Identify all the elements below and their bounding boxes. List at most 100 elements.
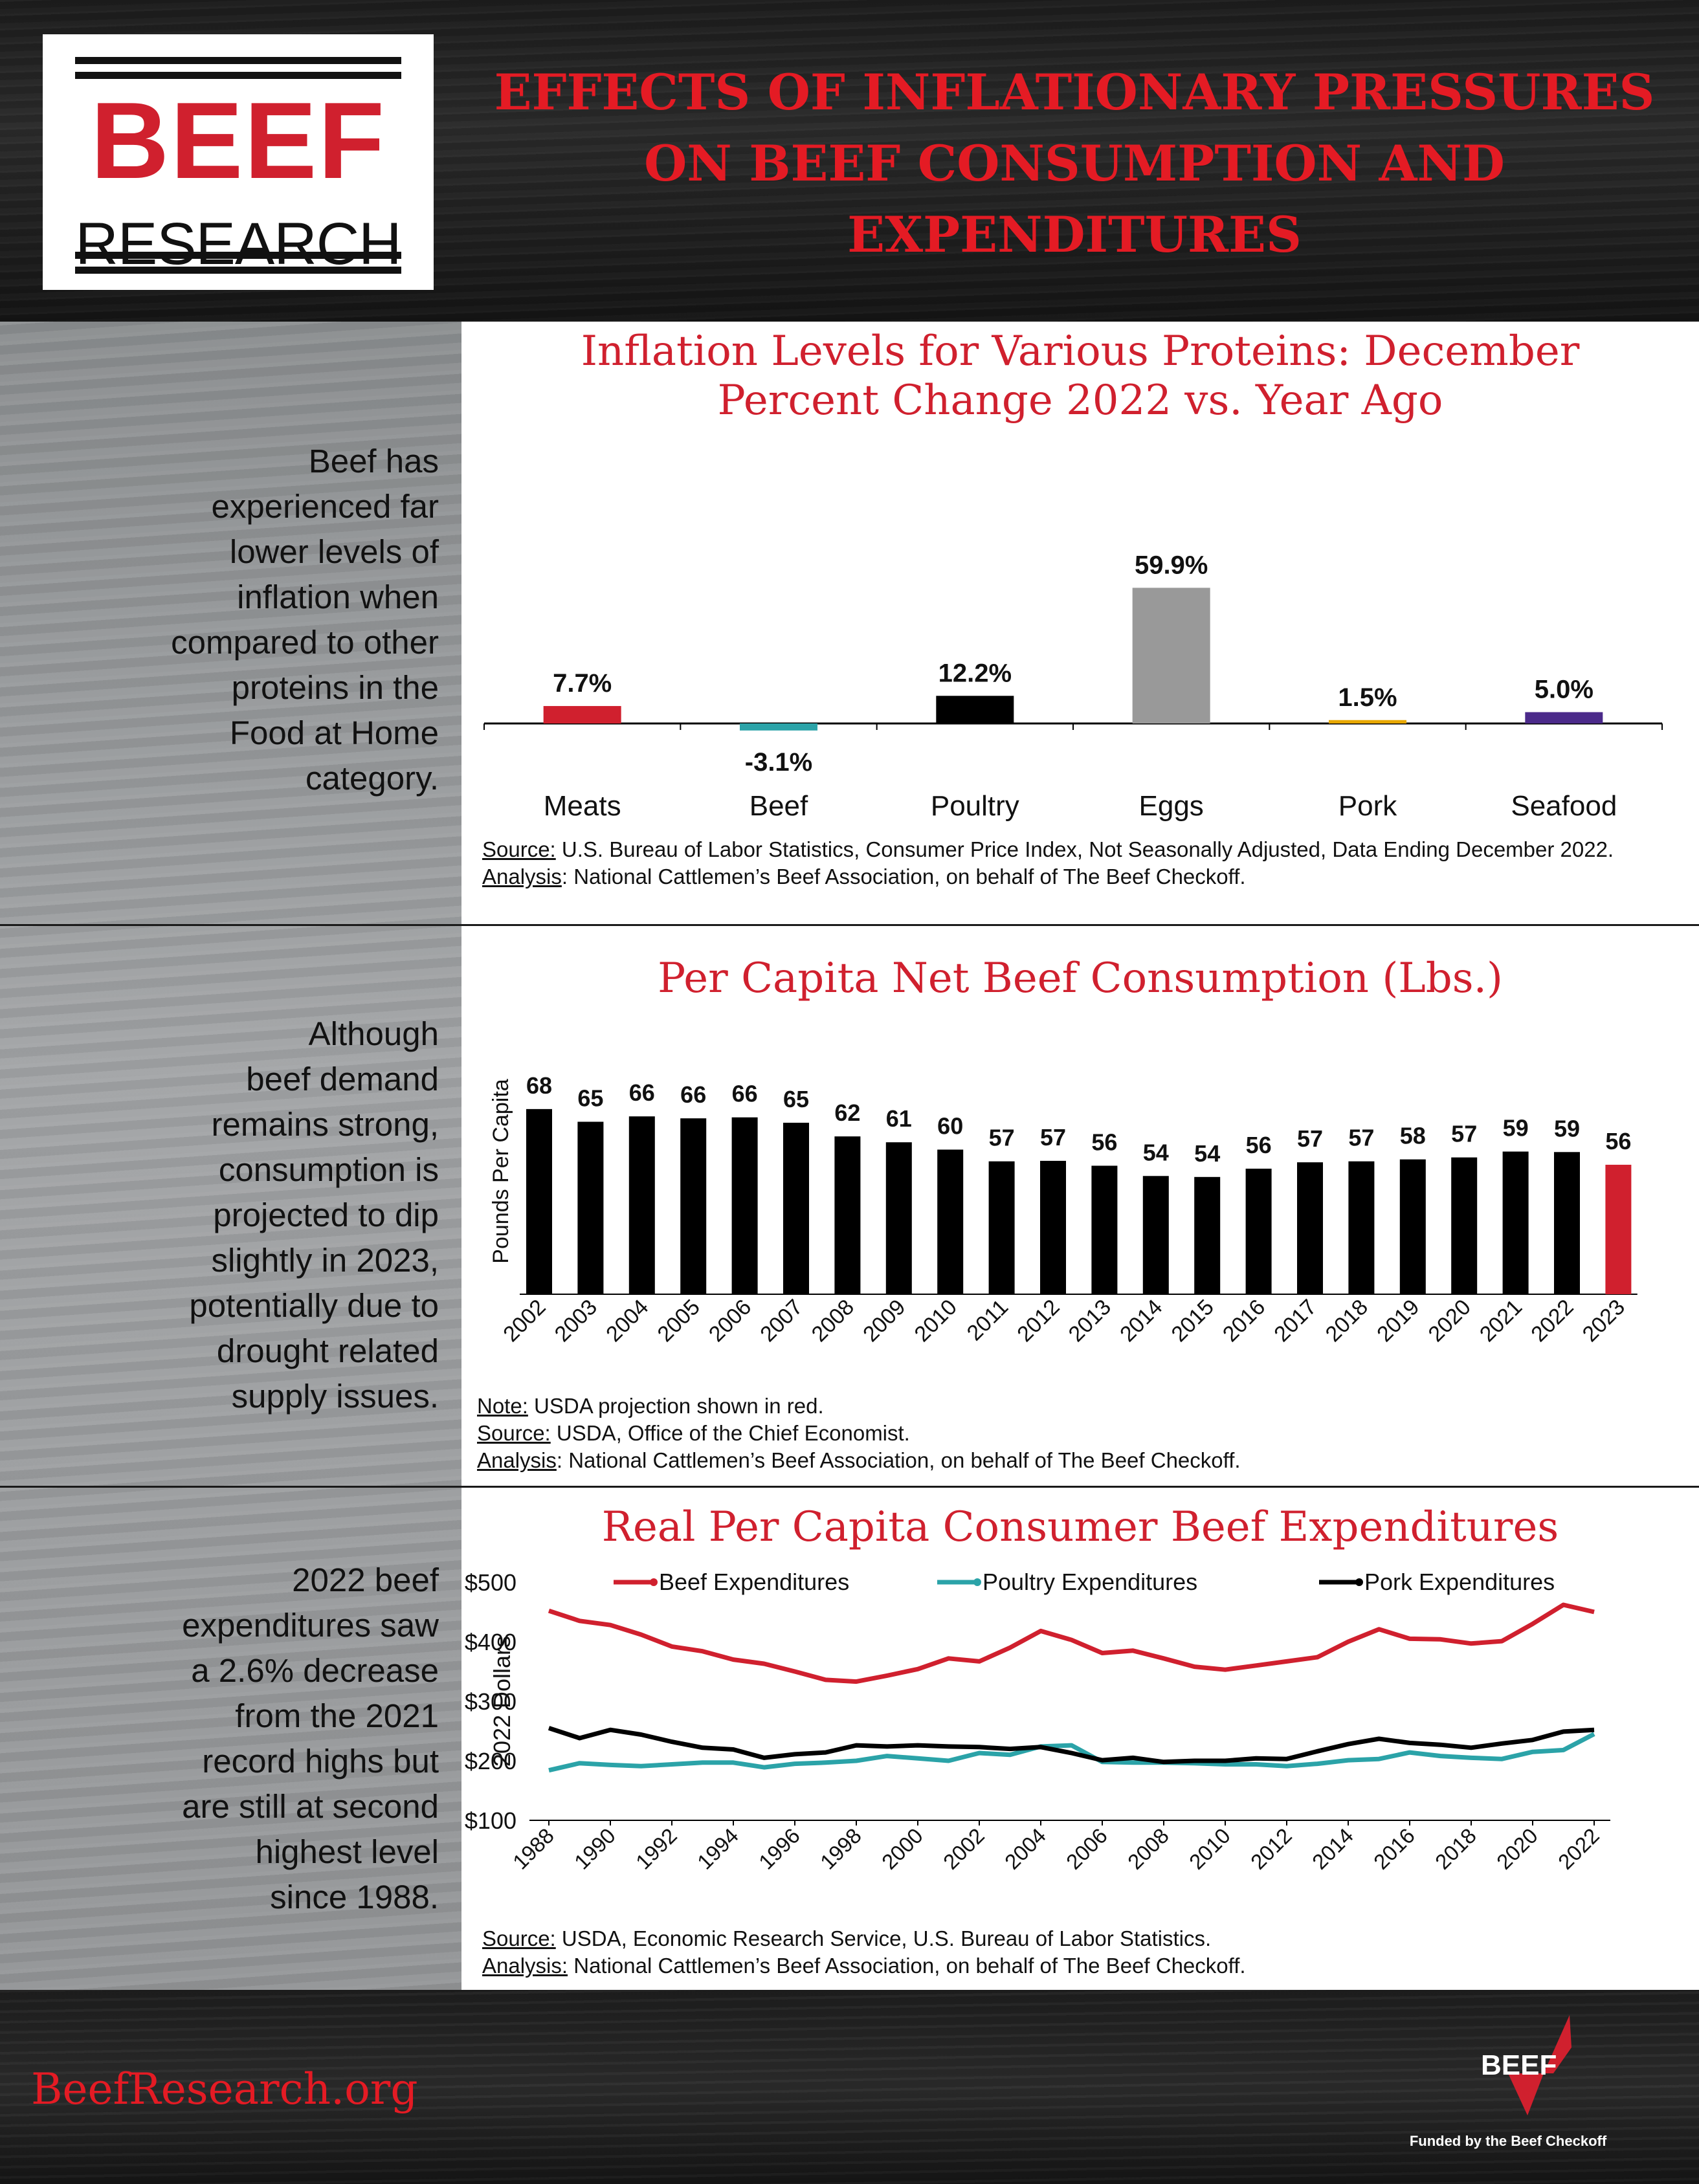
expenditures-analysis-label: Analysis: — [482, 1954, 568, 1978]
checkoff-tagline: Funded by the Beef Checkoff — [1410, 2133, 1607, 2149]
consumption-bar-2005 — [680, 1118, 707, 1294]
expenditures-y-tick-label: $100 — [465, 1807, 516, 1834]
consumption-bar-2023 — [1605, 1164, 1632, 1294]
expenditures-year-label: 1998 — [816, 1824, 866, 1874]
consumption-bar-2006 — [731, 1117, 758, 1294]
consumption-bar-2010 — [937, 1149, 964, 1294]
expenditures-year-label: 1996 — [754, 1824, 805, 1874]
inflation-bar-chart: 7.7% Meats -3.1% Beef 12.2% Poultry 59.9% Eggs 1… — [483, 551, 1663, 822]
consumption-year-label: 2003 — [550, 1295, 602, 1347]
consumption-year-label: 2012 — [1012, 1295, 1064, 1347]
consumption-analysis-line: Analysis: National Cattlemen’s Beef Asso… — [477, 1447, 1681, 1474]
consumption-analysis-text: : National Cattlemen’s Beef Association,… — [556, 1448, 1241, 1472]
inflation-title-line-2: Percent Change 2022 vs. Year Ago — [717, 377, 1443, 425]
inflation-source-label: Source: — [482, 837, 556, 861]
consumption-y-axis-label: Pounds Per Capita — [489, 1079, 513, 1263]
consumption-year-label: 2018 — [1321, 1295, 1373, 1347]
inflation-value-label: 59.9% — [1135, 551, 1208, 579]
consumption-value-label: 66 — [732, 1081, 758, 1107]
consumption-bar-2021 — [1502, 1151, 1529, 1294]
expenditures-y-tick-label: $400 — [465, 1629, 516, 1655]
consumption-year-label: 2008 — [807, 1295, 859, 1347]
inflation-analysis-label: Analysis — [482, 865, 562, 888]
consumption-bar-2017 — [1297, 1162, 1323, 1294]
consumption-value-label: 59 — [1554, 1115, 1580, 1142]
consumption-value-label: 66 — [629, 1079, 655, 1106]
expenditures-y-tick-label: $500 — [465, 1569, 516, 1596]
consumption-year-label: 2013 — [1064, 1295, 1116, 1347]
main-title-line-1: EFFECTS OF INFLATIONARY PRESSURES — [494, 63, 1655, 121]
consumption-bar-2020 — [1451, 1157, 1478, 1294]
website-link[interactable]: BeefResearch.org — [31, 2064, 418, 2114]
inflation-bar-seafood — [1525, 712, 1603, 723]
expenditures-year-label: 2012 — [1246, 1824, 1296, 1874]
inflation-category-label: Beef — [750, 790, 808, 822]
expenditures-year-label: 2018 — [1430, 1824, 1481, 1874]
consumption-year-label: 2020 — [1424, 1295, 1476, 1347]
consumption-value-label: 62 — [834, 1099, 860, 1126]
consumption-bar-2022 — [1554, 1152, 1580, 1294]
consumption-value-label: 56 — [1246, 1132, 1272, 1158]
inflation-category-label: Eggs — [1139, 790, 1204, 822]
inflation-analysis-line: Analysis: National Cattlemen’s Beef Asso… — [482, 863, 1686, 890]
expenditures-chart-title: Real Per Capita Consumer Beef Expenditur… — [601, 1503, 1559, 1551]
inflation-value-label: 7.7% — [553, 669, 612, 698]
consumption-year-label: 2014 — [1115, 1295, 1167, 1347]
expenditures-legend-label: Pork Expenditures — [1364, 1569, 1555, 1595]
inflation-bar-beef — [740, 723, 817, 731]
consumption-value-label: 66 — [680, 1081, 706, 1108]
consumption-source-line: Source: USDA, Office of the Chief Econom… — [477, 1420, 1681, 1447]
consumption-bar-2011 — [988, 1161, 1015, 1294]
sidebar-texture — [0, 322, 461, 1990]
consumption-bar-2016 — [1245, 1168, 1272, 1294]
consumption-bar-2012 — [1040, 1160, 1066, 1294]
consumption-year-label: 2023 — [1578, 1295, 1630, 1347]
beef-research-logo: BEEF RESEARCH — [43, 34, 434, 290]
consumption-bar-2015 — [1194, 1176, 1221, 1294]
consumption-year-label: 2019 — [1372, 1295, 1424, 1347]
inflation-chart-title: Inflation Levels for Various Proteins: D… — [461, 327, 1699, 425]
expenditures-year-label: 2014 — [1307, 1824, 1358, 1874]
expenditures-year-label: 2020 — [1492, 1824, 1542, 1874]
consumption-value-label: 68 — [526, 1072, 552, 1099]
checkoff-brand-text: BEEF — [1481, 2049, 1557, 2081]
expenditures-line-poultry — [548, 1732, 1595, 1773]
consumption-year-label: 2017 — [1269, 1295, 1321, 1347]
expenditures-line-pork — [548, 1726, 1595, 1765]
consumption-year-label: 2010 — [910, 1295, 962, 1347]
inflation-analysis-text: : National Cattlemen’s Beef Association,… — [561, 865, 1246, 888]
consumption-bar-2019 — [1399, 1159, 1426, 1294]
inflation-bar-meats — [543, 706, 621, 723]
consumption-year-label: 2006 — [704, 1295, 756, 1347]
logo-rule-top-1 — [75, 57, 401, 64]
sidebar — [0, 322, 461, 1990]
consumption-year-label: 2011 — [962, 1295, 1014, 1346]
inflation-side-text: Beef has experienced far lower levels of… — [171, 443, 439, 797]
consumption-value-label: 57 — [1040, 1124, 1066, 1151]
consumption-bar-2008 — [834, 1136, 861, 1294]
expenditures-year-label: 1992 — [631, 1824, 682, 1874]
inflation-value-label: -3.1% — [745, 748, 813, 777]
expenditures-year-label: 2006 — [1061, 1824, 1112, 1874]
consumption-value-label: 56 — [1091, 1129, 1117, 1155]
consumption-bar-2007 — [783, 1122, 809, 1294]
consumption-year-label: 2002 — [498, 1295, 550, 1347]
consumption-value-label: 57 — [989, 1125, 1015, 1151]
consumption-year-label: 2022 — [1526, 1295, 1578, 1347]
main-title-line-2: ON BEEF CONSUMPTION AND — [644, 135, 1505, 192]
inflation-source-text: U.S. Bureau of Labor Statistics, Consume… — [555, 837, 1614, 861]
consumption-year-label: 2009 — [858, 1295, 910, 1347]
consumption-value-label: 54 — [1143, 1139, 1169, 1165]
expenditures-y-tick-label: $200 — [465, 1748, 516, 1774]
expenditures-source-note: Source: USDA, Economic Research Service,… — [482, 1925, 1686, 1980]
expenditures-legend-label: Beef Expenditures — [659, 1569, 849, 1595]
consumption-bar-2013 — [1091, 1165, 1118, 1294]
inflation-value-label: 5.0% — [1535, 676, 1594, 704]
consumption-bar-chart: Pounds Per Capita 68 2002 65 2003 66 2004 66 200… — [489, 1072, 1638, 1347]
consumption-chart-title: Per Capita Net Beef Consumption (Lbs.) — [658, 954, 1503, 1002]
consumption-value-label: 57 — [1348, 1125, 1374, 1151]
section-divider-2 — [0, 1486, 1699, 1488]
consumption-year-label: 2005 — [653, 1295, 705, 1347]
expenditures-analysis-text: National Cattlemen’s Beef Association, o… — [568, 1954, 1246, 1978]
